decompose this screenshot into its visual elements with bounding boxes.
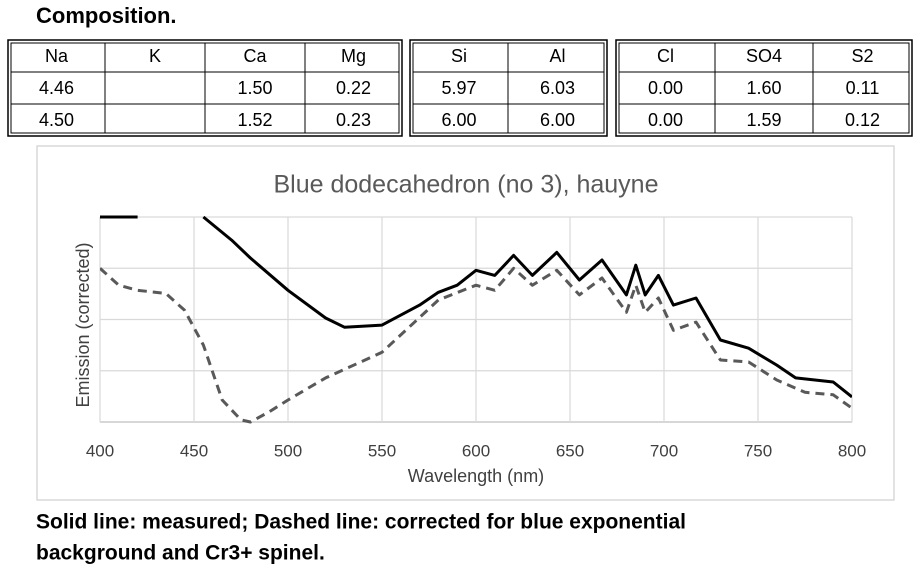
data-line [100, 215, 852, 399]
x-axis-title: Wavelength (nm) [408, 466, 544, 486]
chart-title: Blue dodecahedron (no 3), hauyne [273, 171, 658, 199]
y-axis-title: Emission (corrected) [73, 242, 93, 407]
table-cell: 4.50 [39, 110, 74, 130]
x-tick-label: 450 [180, 441, 208, 460]
x-tick-label: 700 [650, 441, 678, 460]
chart-frame [36, 145, 895, 501]
plot-lines [100, 215, 852, 424]
table-cell: 0.23 [336, 110, 371, 130]
table-cell: 0.00 [648, 110, 683, 130]
x-tick-label: 650 [556, 441, 584, 460]
x-tick-label: 800 [838, 441, 866, 460]
table-header: Na [45, 46, 69, 66]
table-header: Mg [341, 46, 366, 66]
caption-line: Solid line: measured; Dashed line: corre… [36, 511, 686, 534]
table-cell: 6.00 [441, 110, 476, 130]
table-header: Al [549, 46, 565, 66]
x-tick-label: 600 [462, 441, 490, 460]
x-tick-label: 500 [274, 441, 302, 460]
table-cell: 6.00 [540, 110, 575, 130]
table-cell: 1.59 [746, 110, 781, 130]
table-cell: 0.12 [845, 110, 880, 130]
table-group-border [618, 42, 910, 134]
x-tick-label: 550 [368, 441, 396, 460]
table-cell: 6.03 [540, 78, 575, 98]
heading: Composition. [36, 3, 177, 28]
table-header: Si [451, 46, 467, 66]
table-cell: 1.52 [237, 110, 272, 130]
caption-line: background and Cr3+ spinel. [36, 542, 325, 565]
table-cell: 4.46 [39, 78, 74, 98]
table-cell: 0.00 [648, 78, 683, 98]
table-group-border [615, 39, 913, 137]
table-cell: 1.60 [746, 78, 781, 98]
table-cell: 0.11 [846, 78, 880, 98]
data-line [100, 266, 852, 424]
table-header: K [149, 46, 161, 66]
x-tick-label: 400 [86, 441, 114, 460]
table-cell: 5.97 [441, 78, 476, 98]
x-tick-label: 750 [744, 441, 772, 460]
table-header: SO4 [746, 46, 782, 66]
table-header: Ca [243, 46, 267, 66]
table-group-border [409, 39, 608, 137]
table-header: Cl [657, 46, 674, 66]
table-header: S2 [851, 46, 873, 66]
table-group-border [7, 39, 403, 137]
table-cell: 0.22 [336, 78, 371, 98]
table-cell: 1.50 [237, 78, 272, 98]
